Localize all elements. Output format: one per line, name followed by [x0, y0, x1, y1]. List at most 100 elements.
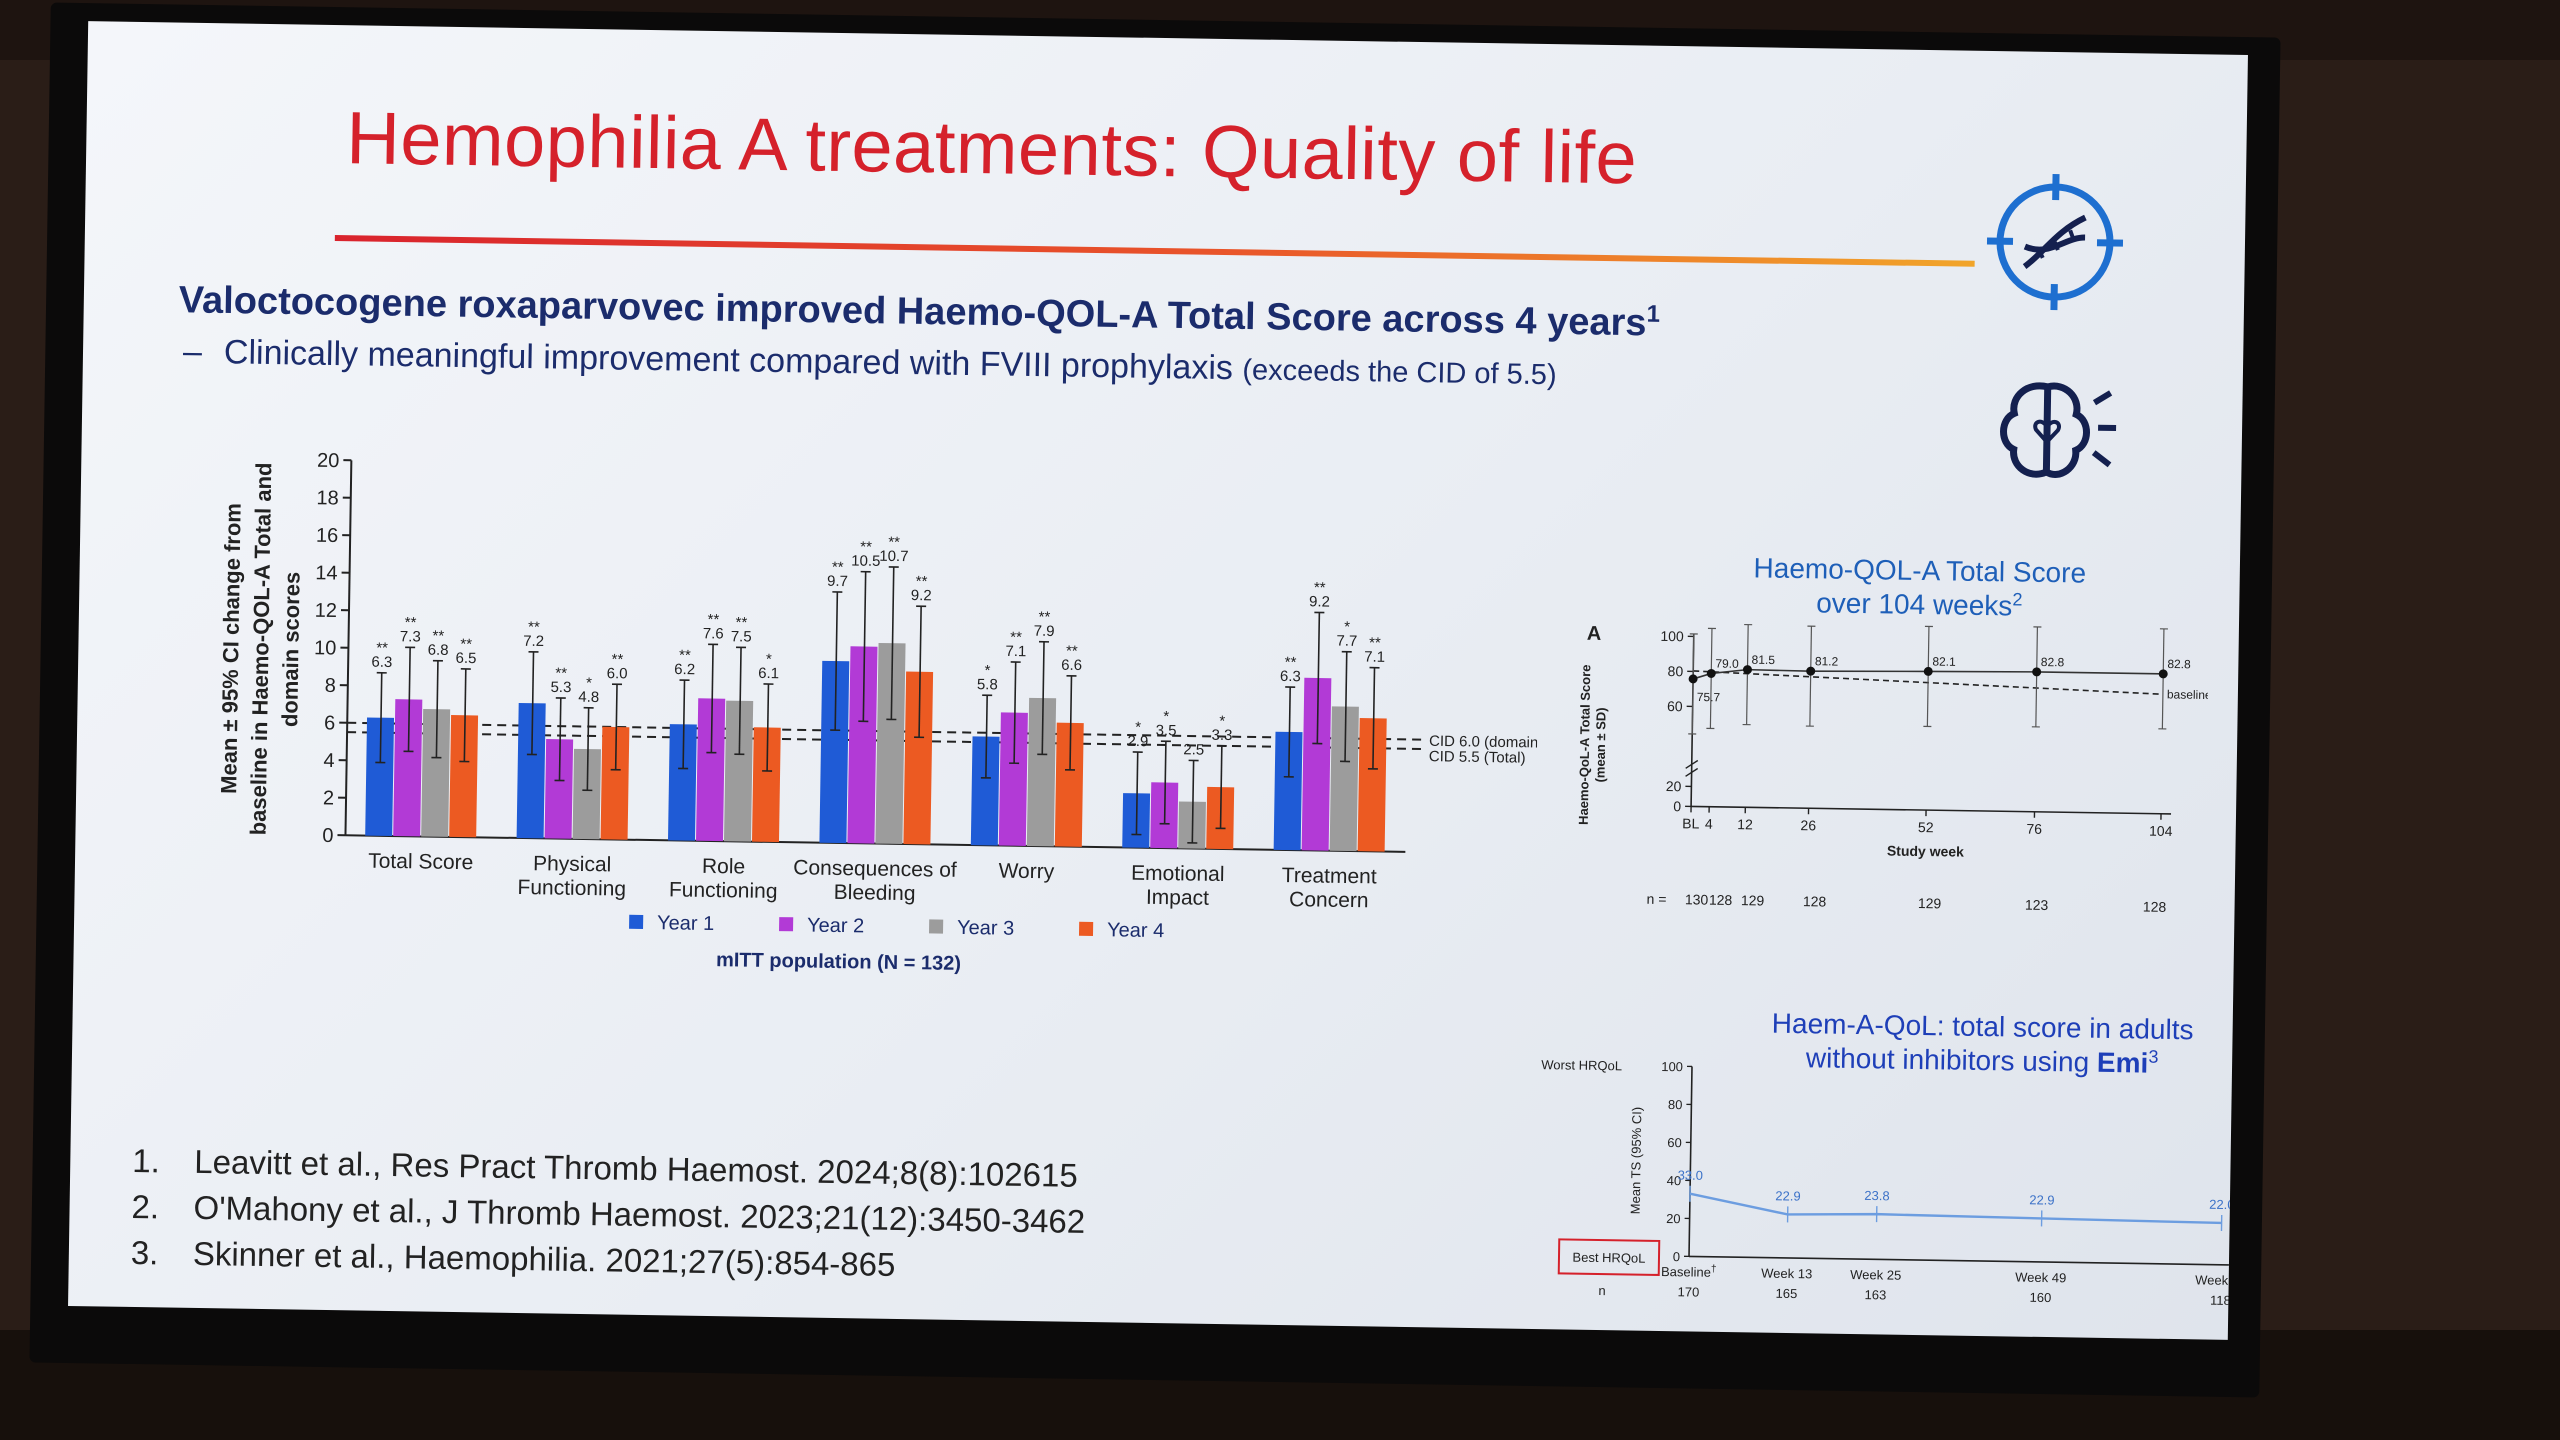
significance-marker: **: [832, 559, 844, 576]
data-label: 81.2: [1815, 654, 1839, 668]
data-label: 75.7: [1697, 690, 1721, 704]
bar: [516, 702, 546, 839]
x-axis-title: mITT population (N = 132): [716, 949, 961, 975]
data-label: 82.8: [2167, 657, 2191, 671]
y-tick-label: 0: [1673, 1249, 1680, 1264]
error-bar: [558, 697, 562, 781]
category-label: Emotional: [1131, 862, 1225, 886]
data-label: 79.0: [1715, 657, 1739, 671]
bar: [875, 642, 906, 845]
bar: [1054, 722, 1084, 847]
data-label: 6.3: [1280, 668, 1301, 685]
x-tick-label: 26: [1800, 817, 1816, 833]
error-bar: [1135, 752, 1139, 835]
data-label: 5.8: [977, 676, 998, 693]
y-tick-label: 20: [317, 450, 340, 472]
significance-marker: **: [1066, 643, 1078, 660]
line-chart-104-axes: A Haemo-QoL-A Total Score (mean ± SD) 0 20 60…: [1576, 623, 2173, 860]
bar: [695, 698, 726, 842]
y-tick-label: 14: [315, 562, 338, 584]
bar-chart: Mean ± 95% CI change from baseline in Hae…: [216, 450, 1542, 975]
error-bar: [1287, 687, 1291, 777]
significance-marker: *: [1163, 708, 1169, 725]
data-point: [1706, 668, 1716, 678]
y-axis-line: [1688, 1066, 1693, 1257]
y-tick-label: 60: [1667, 698, 1683, 714]
significance-marker: **: [528, 619, 540, 636]
data-label: 3.5: [1156, 722, 1177, 739]
error-bar: [2161, 628, 2165, 729]
error-bar: [1069, 675, 1073, 770]
error-bar: [463, 668, 467, 762]
data-label: 7.5: [731, 628, 752, 645]
data-label: 23.8: [1864, 1188, 1890, 1203]
bar: [970, 736, 1000, 846]
significance-marker: *: [766, 651, 772, 668]
reference-number: 2.: [131, 1187, 160, 1226]
error-bar: [1809, 626, 1813, 727]
data-label: 6.1: [758, 665, 779, 682]
significance-marker: *: [985, 662, 991, 679]
reference-item: 2. O'Mahony et al., J Thromb Haemost. 202…: [131, 1188, 1085, 1241]
significance-marker: **: [860, 539, 872, 556]
x-tick-label: Week 25: [1850, 1267, 1901, 1283]
data-label: 2.5: [1183, 741, 1204, 758]
data-label: 6.3: [371, 654, 392, 671]
data-point: [1688, 674, 1698, 684]
error-bar: [862, 571, 867, 722]
n-value: 129: [1918, 895, 1942, 911]
significance-marker: **: [460, 636, 472, 653]
data-label: 7.1: [1364, 649, 1385, 666]
data-label: 82.1: [1932, 654, 1956, 668]
bar: [847, 646, 878, 844]
y-tick-label: 4: [323, 750, 334, 772]
category-label: Concern: [1289, 888, 1369, 912]
bar: [365, 717, 395, 836]
y-tick-label: 80: [1668, 663, 1684, 679]
subtitle-footnote-marker: 1: [1646, 300, 1661, 328]
data-label: 7.3: [400, 628, 421, 645]
category-label: Functioning: [669, 878, 778, 903]
data-label: 7.7: [1336, 633, 1357, 650]
legend-label: Year 3: [957, 917, 1014, 940]
error-bar: [1344, 651, 1348, 762]
data-label: 9.7: [827, 573, 848, 590]
error-bar: [435, 660, 439, 758]
y-tick-label: 40: [1667, 1173, 1682, 1188]
n-value: 163: [1864, 1287, 1886, 1302]
legend-swatch: [779, 917, 794, 932]
significance-marker: **: [376, 640, 388, 657]
bar-chart-bars: 6.3**7.3**6.8**6.5** 7.2**5.3**4.8*6.0**6…: [365, 534, 1387, 852]
data-label: 22.9: [2029, 1192, 2055, 1207]
y-tick-label: 100: [1661, 1059, 1683, 1074]
y-tick-label: 20: [1666, 778, 1682, 794]
significance-marker: **: [1314, 579, 1326, 596]
y-tick-label: 6: [324, 712, 335, 734]
data-point: [2032, 667, 2042, 677]
bar: [1301, 677, 1332, 851]
legend-label: Year 2: [807, 915, 864, 938]
data-label: 9.2: [911, 587, 932, 604]
error-bar: [614, 684, 618, 770]
cid-reference-lines: CID 6.0 (domains)aCID 5.5 (Total): [347, 721, 1542, 767]
data-label: 6.0: [607, 665, 628, 682]
category-label: Role: [702, 855, 746, 879]
data-label: 5.3: [550, 679, 571, 696]
n-value: 165: [1775, 1286, 1797, 1301]
category-label: Total Score: [368, 850, 473, 875]
y-tick-label: 10: [314, 637, 337, 659]
category-label: Functioning: [517, 876, 626, 901]
bar: [903, 671, 934, 845]
n-value: 129: [1741, 892, 1765, 908]
reference-text: Skinner et al., Haemophilia. 2021;27(5):…: [192, 1234, 896, 1283]
category-label: Consequences of: [793, 856, 957, 882]
best-hrqol-label: Best HRQoL: [1572, 1250, 1645, 1266]
error-bar: [531, 651, 535, 755]
significance-marker: **: [679, 647, 691, 664]
error-bar: [1691, 633, 1695, 734]
subtitle-text: Valoctocogene roxaparvovec improved Haem…: [178, 279, 1647, 345]
legend-label: Year 1: [657, 912, 714, 935]
n-value: 123: [2025, 897, 2049, 913]
bar: [1273, 731, 1303, 851]
axis-break: [1685, 759, 1699, 777]
